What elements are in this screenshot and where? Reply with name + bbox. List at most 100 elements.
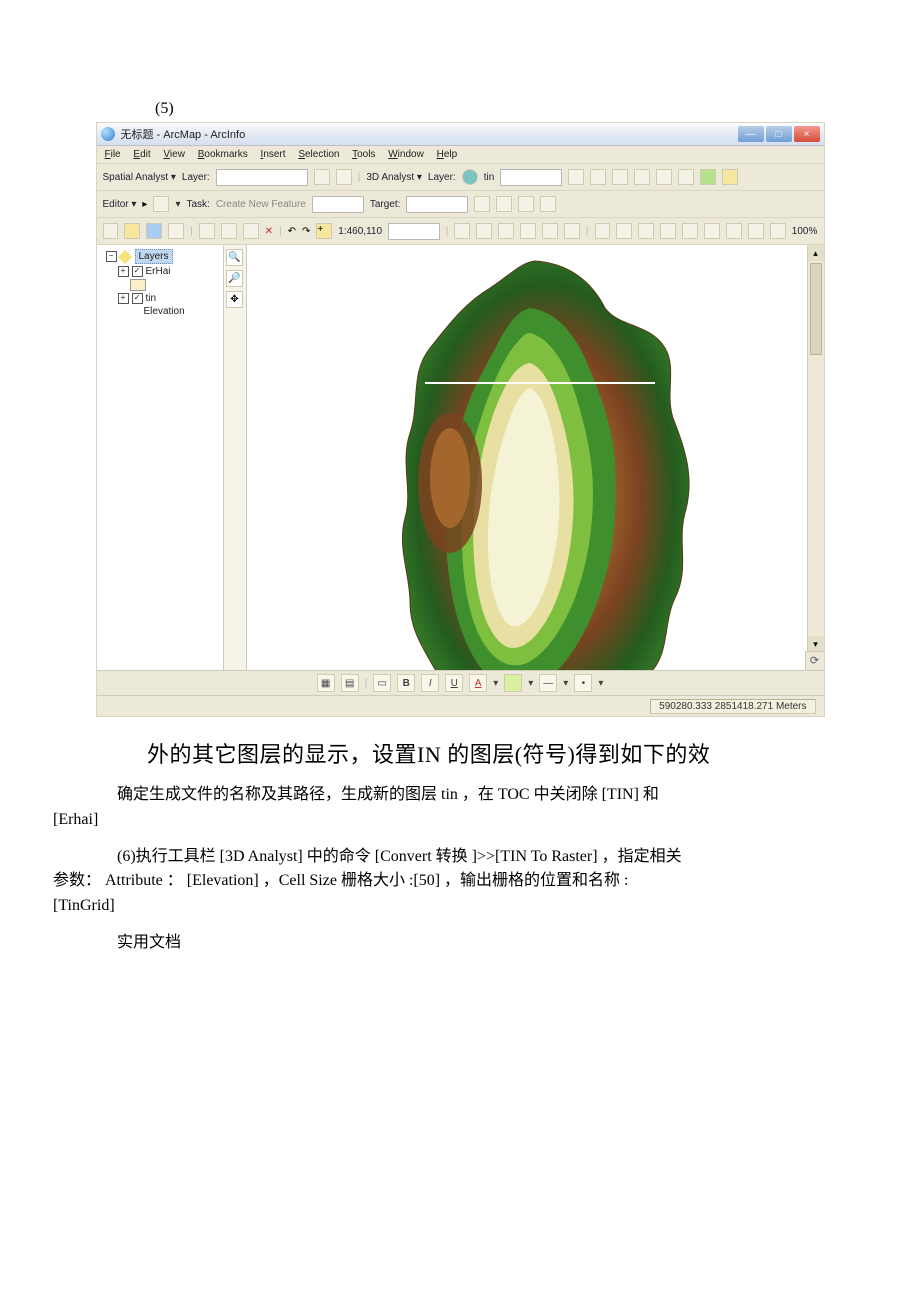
table-of-contents[interactable]: −Layers +✓ErHai +✓tin Elevation	[97, 245, 224, 670]
print-icon[interactable]	[168, 223, 184, 239]
tool-icon[interactable]	[336, 169, 352, 185]
refresh-icon[interactable]: ⟳	[805, 651, 824, 670]
tool-icon[interactable]	[678, 169, 694, 185]
vertical-scrollbar[interactable]: ▴ ▾	[807, 245, 824, 652]
tool-icon[interactable]	[542, 223, 558, 239]
tool-icon[interactable]	[496, 196, 512, 212]
copy-icon[interactable]	[221, 223, 237, 239]
layers-icon	[117, 249, 131, 263]
layer-checkbox[interactable]: ✓	[132, 266, 143, 277]
tool-icon[interactable]	[520, 223, 536, 239]
zoomout-icon[interactable]: 🔎	[226, 270, 243, 287]
footer-text: 实用文档	[85, 931, 835, 956]
toc-layer-tin[interactable]: tin	[146, 293, 157, 304]
toc-layer-erhai[interactable]: ErHai	[146, 266, 171, 277]
menu-tools[interactable]: Tools	[352, 149, 375, 160]
new-icon[interactable]	[103, 223, 119, 239]
scroll-thumb[interactable]	[810, 263, 822, 355]
layer-combo[interactable]	[216, 169, 308, 186]
tool-icon[interactable]	[476, 223, 492, 239]
fill-color-icon[interactable]	[504, 674, 522, 692]
line-color-icon[interactable]: —	[539, 674, 557, 692]
tool-icon[interactable]	[726, 223, 742, 239]
scale-combo[interactable]	[388, 223, 440, 240]
menu-view[interactable]: View	[163, 149, 185, 160]
tool-icon[interactable]	[770, 223, 786, 239]
zoom-value: 100%	[792, 226, 818, 237]
view-layout-icon[interactable]: ▤	[341, 674, 359, 692]
minimize-button[interactable]: —	[738, 126, 764, 142]
tool-icon[interactable]	[568, 169, 584, 185]
layer-combo-3d[interactable]	[500, 169, 562, 186]
close-button[interactable]: ×	[794, 126, 820, 142]
target-combo[interactable]	[406, 196, 468, 213]
zoomin-icon[interactable]: 🔍	[226, 249, 243, 266]
scale-value[interactable]: 1:460,110	[338, 226, 382, 237]
tool-icon[interactable]	[656, 169, 672, 185]
menu-file[interactable]: File	[105, 149, 121, 160]
tool-icon[interactable]	[540, 196, 556, 212]
globe-icon[interactable]	[700, 169, 716, 185]
add-data-icon[interactable]: +	[316, 223, 332, 239]
tool-icon[interactable]	[454, 223, 470, 239]
tool-icon[interactable]	[616, 223, 632, 239]
menu-selection[interactable]: Selection	[298, 149, 339, 160]
font-color-icon[interactable]: A	[469, 674, 487, 692]
toc-layers[interactable]: Layers	[135, 249, 173, 264]
tool-icon[interactable]	[612, 169, 628, 185]
tool-icon[interactable]	[748, 223, 764, 239]
view-data-icon[interactable]: ▦	[317, 674, 335, 692]
para-1: 确定生成文件的名称及其路径，生成新的图层 tin ，在 TOC 中关闭除 [TI…	[85, 783, 835, 833]
expand-icon[interactable]: +	[118, 293, 129, 304]
map-canvas[interactable]: www.b c m ▴ ▾ ⟳	[247, 245, 824, 670]
scroll-down-icon[interactable]: ▾	[808, 636, 824, 652]
expand-icon[interactable]: +	[118, 266, 129, 277]
menu-bookmarks[interactable]: Bookmarks	[198, 149, 248, 160]
tool-icon[interactable]	[498, 223, 514, 239]
tool-icon[interactable]	[564, 223, 580, 239]
drawing-toolbar: ▦ ▤ | ▭ B I U A ▾ ▾ — ▾ • ▾	[97, 670, 824, 695]
tool-icon[interactable]	[518, 196, 534, 212]
tool-icon[interactable]	[590, 169, 606, 185]
collapse-icon[interactable]: −	[106, 251, 117, 262]
menu-window[interactable]: Window	[388, 149, 424, 160]
task-combo[interactable]	[312, 196, 364, 213]
maximize-button[interactable]: □	[766, 126, 792, 142]
layer-swatch	[130, 279, 146, 291]
tool-icon[interactable]	[638, 223, 654, 239]
italic-icon[interactable]: I	[421, 674, 439, 692]
tool-icon[interactable]	[474, 196, 490, 212]
tool-icon[interactable]	[682, 223, 698, 239]
spatial-analyst-menu[interactable]: Spatial Analyst ▾	[103, 172, 176, 183]
tool-icon[interactable]	[314, 169, 330, 185]
tool-icon[interactable]	[595, 223, 611, 239]
toolbar-editor: Editor ▾ ▸ ▾ Task: Create New Feature Ta…	[97, 191, 824, 218]
editor-menu[interactable]: Editor ▾	[103, 199, 137, 210]
open-icon[interactable]	[124, 223, 140, 239]
pan-icon[interactable]: ✥	[226, 291, 243, 308]
underline-icon[interactable]: U	[445, 674, 463, 692]
menu-help[interactable]: Help	[437, 149, 458, 160]
menubar[interactable]: File Edit View Bookmarks Insert Selectio…	[97, 146, 824, 164]
statusbar: 590280.333 2851418.271 Meters	[97, 695, 824, 716]
tin-layer-name: tin	[484, 172, 495, 183]
marker-icon[interactable]: •	[574, 674, 592, 692]
3d-analyst-menu[interactable]: 3D Analyst ▾	[366, 172, 422, 183]
draw-tool-icon[interactable]: ▭	[373, 674, 391, 692]
paste-icon[interactable]	[243, 223, 259, 239]
layer-checkbox[interactable]: ✓	[132, 293, 143, 304]
large-caption: 外的其它图层的显示，设置IN 的图层(符号)得到如下的效	[147, 737, 835, 769]
tool-icon[interactable]	[634, 169, 650, 185]
save-icon[interactable]	[146, 223, 162, 239]
scene-icon[interactable]	[722, 169, 738, 185]
menu-insert[interactable]: Insert	[261, 149, 286, 160]
bold-icon[interactable]: B	[397, 674, 415, 692]
tool-icon[interactable]	[660, 223, 676, 239]
target-label: Target:	[370, 199, 401, 210]
para-2: (6)执行工具栏 [3D Analyst] 中的命令 [Convert 转换 ]…	[85, 845, 835, 919]
tool-icon[interactable]	[704, 223, 720, 239]
menu-edit[interactable]: Edit	[133, 149, 150, 160]
edit-tool-icon[interactable]	[153, 196, 169, 212]
scroll-up-icon[interactable]: ▴	[808, 245, 824, 261]
cut-icon[interactable]	[199, 223, 215, 239]
